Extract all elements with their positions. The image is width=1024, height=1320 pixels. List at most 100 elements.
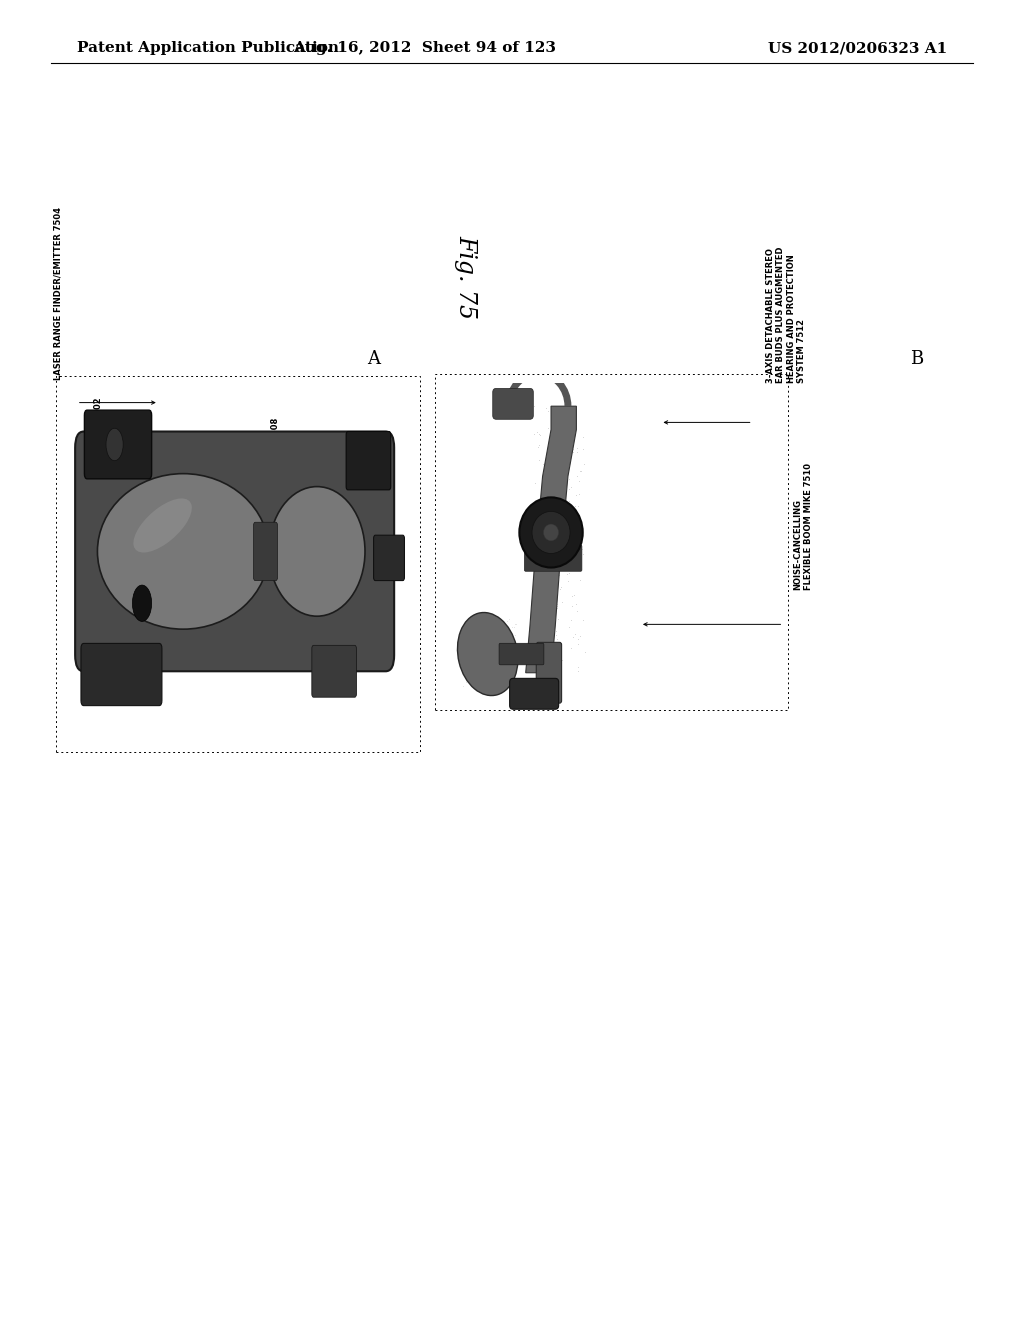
Point [226,583,243,605]
Point [161,554,177,576]
Point [111,445,127,466]
Point [191,562,208,583]
Point [300,544,316,565]
Point [79,479,95,500]
Point [150,502,166,523]
Point [198,523,214,544]
Point [553,488,569,510]
Point [229,569,246,590]
Point [222,549,239,570]
Point [230,640,247,661]
Point [194,627,210,648]
Point [285,540,301,561]
Point [164,508,180,529]
Point [275,492,292,513]
Point [183,568,200,589]
Point [182,631,199,652]
Point [326,603,342,624]
Point [481,630,498,651]
Point [287,568,303,589]
Point [215,582,231,603]
Point [140,478,157,499]
Point [138,560,155,581]
Point [466,623,482,644]
Point [286,432,302,453]
Point [288,581,304,602]
Point [121,565,137,586]
FancyBboxPatch shape [524,545,582,572]
Point [168,548,184,569]
Point [134,589,151,610]
Point [210,585,226,606]
Point [240,512,256,533]
Point [225,507,242,528]
Point [326,487,342,508]
Point [279,581,295,602]
Point [164,556,180,577]
Point [139,564,156,585]
Circle shape [544,524,559,541]
Point [287,527,303,548]
Point [487,667,504,688]
Point [283,541,299,562]
Point [123,506,139,527]
Point [116,528,132,549]
Point [292,508,308,529]
Point [87,573,103,594]
Point [332,585,348,606]
Point [224,490,241,511]
Point [191,519,208,540]
Point [117,618,133,639]
Point [179,585,196,606]
Point [159,576,175,597]
Point [565,424,582,445]
Point [361,513,378,535]
Point [160,478,176,499]
Point [268,590,285,611]
Point [113,507,129,528]
Point [147,536,164,557]
Point [540,573,556,594]
Point [336,510,352,531]
Point [166,515,182,536]
Point [212,635,228,656]
Point [325,511,341,532]
Point [300,577,316,598]
Point [183,568,200,589]
Point [108,537,124,558]
Point [336,585,352,606]
Point [217,475,233,496]
Point [134,643,151,664]
Point [326,573,342,594]
Point [223,525,240,546]
Point [129,531,145,552]
Point [146,532,163,553]
Point [334,581,350,602]
Point [367,626,383,647]
Point [90,532,106,553]
Point [541,400,557,421]
Point [123,498,139,519]
Point [270,545,287,566]
Point [357,611,374,632]
Point [273,492,290,513]
Point [250,591,266,612]
Point [93,537,110,558]
Point [131,577,147,598]
Point [295,475,311,496]
FancyBboxPatch shape [499,643,544,665]
Point [219,507,236,528]
Point [338,478,354,499]
Point [148,499,165,520]
Point [194,568,210,589]
Polygon shape [525,407,577,673]
Point [115,606,131,627]
Point [364,579,380,601]
Point [348,524,365,545]
Point [215,597,231,618]
Point [210,561,226,582]
Point [84,558,100,579]
Point [219,453,236,474]
Point [561,616,578,638]
Point [233,554,250,576]
